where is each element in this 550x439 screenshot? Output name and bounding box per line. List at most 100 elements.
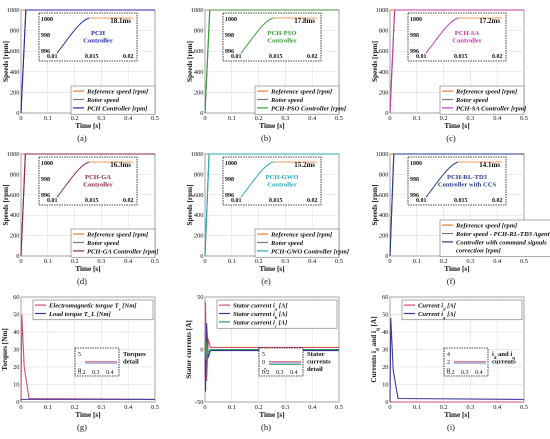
y-axis-label: Speeds [rpm] (371, 185, 379, 226)
inset-y-tick: 0 (262, 360, 265, 366)
chart-panel-e: 0 0.1 0.2 0.3 0.4 0.5 0 200 400 600 800 1000 Time [s… (186, 151, 350, 286)
legend-label: PCH-PSO Controller [rpm] (271, 105, 347, 112)
legend-label: Current id [A] (418, 303, 457, 312)
inset-x-tick: 0.015 (454, 198, 468, 204)
x-tick-label: 0.4 (124, 115, 133, 122)
y-tick-label: 800 (194, 28, 204, 35)
y-tick-label: 50 (382, 312, 388, 319)
y-tick-label: 600 (194, 48, 204, 55)
x-tick-label: 0.1 (44, 404, 52, 411)
x-axis-label: Time [s] (75, 265, 100, 273)
x-tick-label: 0.4 (493, 258, 502, 265)
inset-x-tick: 0.3 (276, 370, 284, 376)
x-tick-label: 0 (203, 258, 206, 265)
inset-time: 17.8ms (294, 17, 315, 25)
y-tick-label: 0 (385, 110, 388, 117)
y-tick-label: 200 (194, 233, 204, 240)
y-tick-label: 40 (382, 329, 388, 336)
inset-box (407, 12, 507, 62)
series-line (389, 9, 524, 114)
y-tick-label: 0 (16, 110, 19, 117)
y-tick-label: 1000 (191, 151, 204, 158)
y-tick-label: 200 (379, 89, 389, 96)
series-line (20, 314, 156, 403)
x-tick-label: 0.2 (255, 404, 263, 411)
legend-label: Electromagnetic torque Te [Nm] (48, 303, 137, 312)
inset-y-tick: 0 (447, 368, 450, 374)
panel-caption: (i) (447, 422, 455, 432)
panel-caption: (c) (446, 133, 456, 143)
legend-label: PCH Controller [rpm] (87, 105, 148, 112)
inset-box (222, 12, 322, 62)
inset-x-tick: 0.01 (416, 54, 427, 60)
inset-note: currents (307, 359, 331, 366)
legend-label: Reference speed [rpm] (270, 232, 333, 239)
x-tick-label: 0.2 (71, 115, 79, 122)
legend-label: Stator current ic [A] (233, 319, 288, 328)
inset-x-tick: 0.02 (123, 54, 134, 60)
y-axis-label: Torques [Nm] (1, 328, 9, 371)
x-axis-label: Time [s] (444, 122, 469, 130)
inset-time: 15.2ms (294, 161, 315, 169)
y-tick-label: 400 (194, 212, 204, 219)
y-tick-label: 600 (379, 48, 389, 55)
inset-x-tick: 0.02 (492, 198, 503, 204)
inset-x-tick: 0.2 (78, 370, 86, 376)
legend-label: Load torque T_L [Nm] (48, 311, 112, 318)
y-tick-label: 800 (194, 171, 204, 178)
y-tick-label: 0 (385, 399, 388, 406)
series-line (204, 9, 339, 114)
x-tick-label: 0 (388, 115, 391, 122)
y-tick-label: -50 (195, 399, 204, 406)
x-tick-label: 0.4 (308, 258, 317, 265)
inset-box (222, 156, 322, 206)
x-tick-label: 0.3 (97, 404, 105, 411)
inset-time: 18.1ms (110, 17, 131, 25)
y-tick-label: 600 (379, 192, 389, 199)
legend-label: PCH-SA Controller [rpm] (456, 105, 527, 112)
chart-panel-a: 0 0.1 0.2 0.3 0.4 0.5 0 200 400 600 800 1000 Time [s… (2, 7, 159, 143)
y-axis-label: Speeds [rpm] (371, 41, 379, 82)
inset-y-tick: 2 (447, 360, 450, 366)
panel-caption: (d) (77, 276, 87, 286)
x-tick-label: 0.1 (44, 115, 52, 122)
chart-panel-d: 0 0.1 0.2 0.3 0.4 0.5 0 200 400 600 800 1000 Time [s… (2, 151, 159, 286)
series-line (204, 341, 339, 361)
inset-box (443, 347, 489, 377)
inset-x-tick: 0.01 (231, 198, 242, 204)
y-tick-label: 600 (194, 192, 204, 199)
inset-label: Controller with CCS (438, 182, 497, 189)
x-axis-label: Time [s] (259, 265, 284, 273)
legend-label: Stator current ib [A] (233, 311, 288, 320)
y-tick-label: 1000 (376, 7, 389, 14)
x-tick-label: 0.3 (281, 404, 289, 411)
inset-label: PCH-GWO (266, 174, 299, 181)
inset-y-tick: 1000 (225, 161, 237, 167)
y-tick-label: 60 (13, 294, 19, 301)
inset-label: PCH-GA (85, 174, 111, 181)
inset-x-tick: 0.015 (85, 198, 99, 204)
legend-label: Reference speed [rpm] (270, 89, 333, 96)
chart-panel-f: 0 0.1 0.2 0.3 0.4 0.5 0 200 400 600 800 1000 Time [s… (371, 151, 550, 286)
x-tick-label: 0.3 (466, 404, 474, 411)
inset-y-tick: 996 (41, 49, 50, 55)
y-tick-label: 800 (379, 28, 389, 35)
legend-label: Reference speed [rpm] (86, 89, 149, 96)
x-tick-label: 0.5 (335, 404, 343, 411)
inset-x-tick: 0.015 (269, 54, 283, 60)
y-tick-label: 1000 (7, 151, 20, 158)
inset-y-tick: -5 (262, 368, 267, 374)
y-tick-label: 0 (16, 253, 19, 260)
series-line (20, 9, 155, 114)
inset-curve (240, 17, 274, 54)
inset-note: Torques (123, 351, 146, 358)
legend-label: Rotor speed (86, 240, 120, 247)
inset-y-tick: 1000 (410, 161, 422, 167)
legend-label: Rotor speed (270, 97, 304, 104)
panel-caption: (f) (447, 276, 456, 286)
inset-y-tick: 998 (225, 33, 234, 39)
inset-x-tick: 0.02 (307, 198, 318, 204)
x-tick-label: 0.4 (493, 115, 502, 122)
